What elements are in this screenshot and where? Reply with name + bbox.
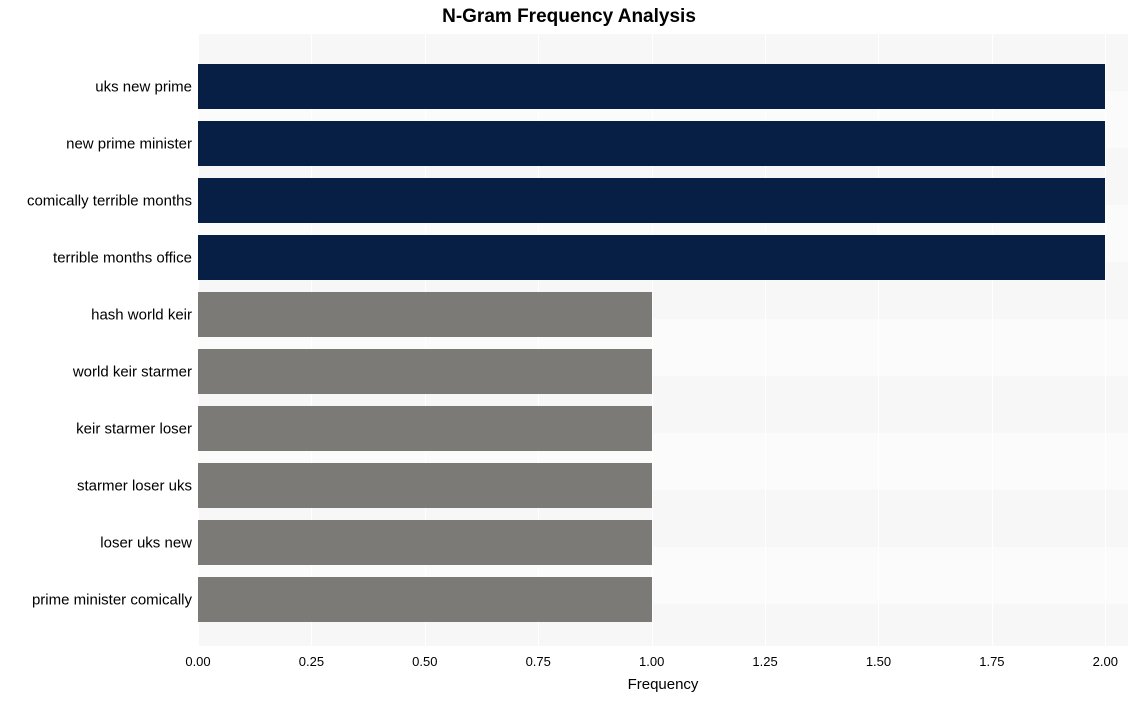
x-tick-label: 0.00: [185, 654, 210, 669]
x-tick-label: 0.75: [526, 654, 551, 669]
y-tick-label: comically terrible months: [27, 192, 192, 209]
x-tick-label: 2.00: [1093, 654, 1118, 669]
x-tick-label: 1.25: [752, 654, 777, 669]
y-tick-label: world keir starmer: [73, 363, 192, 380]
plot-area: [198, 34, 1128, 646]
y-tick-label: terrible months office: [53, 249, 192, 266]
x-tick-label: 1.50: [866, 654, 891, 669]
y-tick-label: hash world keir: [91, 306, 192, 323]
y-tick-label: loser uks new: [100, 534, 192, 551]
x-tick-label: 1.75: [979, 654, 1004, 669]
bar: [198, 64, 1105, 109]
bar: [198, 349, 652, 394]
x-tick-label: 1.00: [639, 654, 664, 669]
x-tick-label: 0.50: [412, 654, 437, 669]
bar: [198, 178, 1105, 223]
y-tick-label: keir starmer loser: [76, 420, 192, 437]
bar: [198, 463, 652, 508]
gridline-vertical: [1105, 34, 1106, 646]
bar: [198, 577, 652, 622]
bar: [198, 406, 652, 451]
x-axis-title: Frequency: [198, 676, 1128, 693]
x-tick-label: 0.25: [299, 654, 324, 669]
chart-title: N-Gram Frequency Analysis: [0, 6, 1138, 28]
y-tick-label: starmer loser uks: [77, 477, 192, 494]
bar: [198, 235, 1105, 280]
bar: [198, 520, 652, 565]
bar: [198, 121, 1105, 166]
y-tick-label: prime minister comically: [32, 591, 192, 608]
bar: [198, 292, 652, 337]
ngram-frequency-chart: N-Gram Frequency Analysis Frequency uks …: [0, 0, 1138, 701]
y-tick-label: new prime minister: [66, 135, 192, 152]
y-tick-label: uks new prime: [95, 78, 192, 95]
